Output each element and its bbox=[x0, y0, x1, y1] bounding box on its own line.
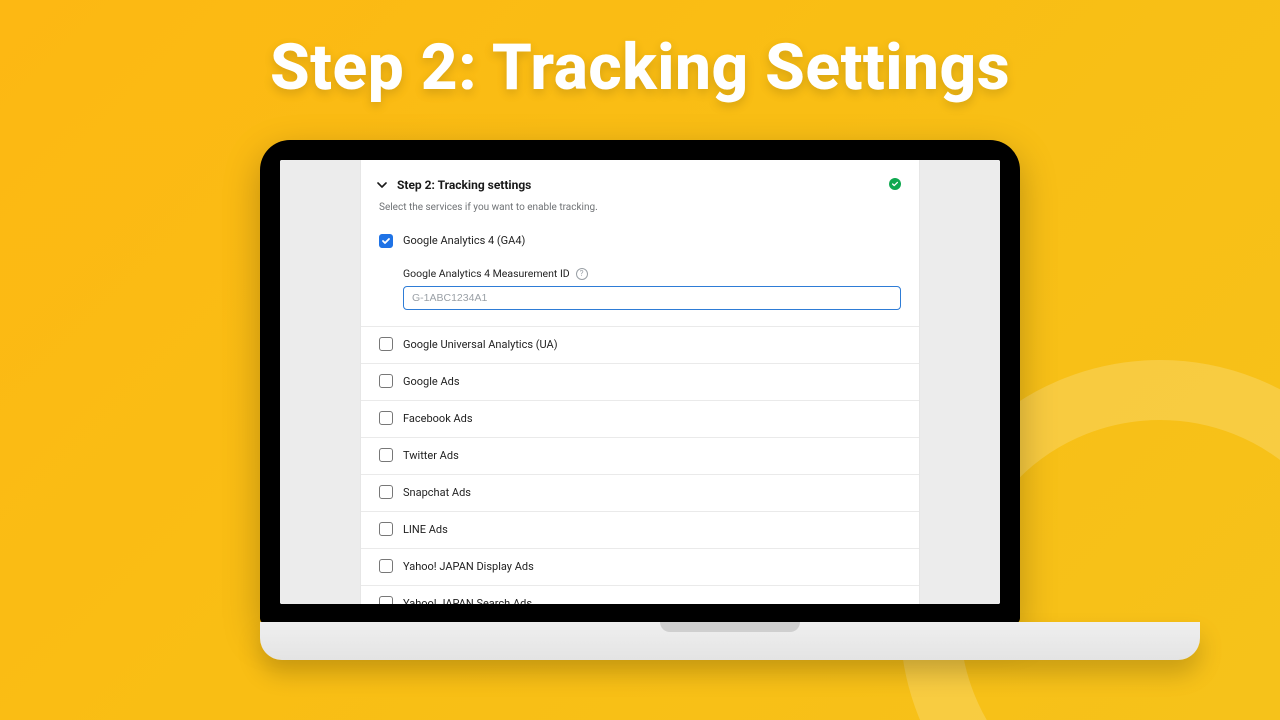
page-title: Step 2: Tracking Settings bbox=[270, 30, 1010, 105]
checkbox-snap[interactable] bbox=[379, 485, 393, 499]
help-icon[interactable]: ? bbox=[576, 268, 588, 280]
service-tw: Twitter Ads bbox=[361, 438, 919, 475]
service-label: Facebook Ads bbox=[403, 411, 473, 427]
service-label: Google Universal Analytics (UA) bbox=[403, 337, 558, 353]
right-rail bbox=[920, 160, 1000, 604]
checkbox-tw[interactable] bbox=[379, 448, 393, 462]
panel-header[interactable]: Step 2: Tracking settings bbox=[361, 178, 919, 192]
check-circle-icon bbox=[889, 178, 901, 190]
service-ua: Google Universal Analytics (UA) bbox=[361, 327, 919, 364]
service-ga4: Google Analytics 4 (GA4) Google Analytic… bbox=[361, 223, 919, 327]
laptop-lid: Step 2: Tracking settings Select the ser… bbox=[260, 140, 1020, 624]
laptop-notch bbox=[660, 622, 800, 632]
laptop-mockup: Step 2: Tracking settings Select the ser… bbox=[260, 140, 1020, 660]
service-label: Yahoo! JAPAN Search Ads bbox=[403, 596, 532, 604]
service-label: Google Analytics 4 (GA4) bbox=[403, 233, 525, 249]
service-line: LINE Ads bbox=[361, 512, 919, 549]
service-label: Google Ads bbox=[403, 374, 460, 390]
checkbox-gads[interactable] bbox=[379, 374, 393, 388]
service-yjd: Yahoo! JAPAN Display Ads bbox=[361, 549, 919, 586]
service-label: LINE Ads bbox=[403, 522, 448, 538]
panel-title: Step 2: Tracking settings bbox=[397, 178, 531, 192]
measurement-id-input[interactable] bbox=[403, 286, 901, 310]
service-fb: Facebook Ads bbox=[361, 401, 919, 438]
service-gads: Google Ads bbox=[361, 364, 919, 401]
laptop-screen: Step 2: Tracking settings Select the ser… bbox=[280, 160, 1000, 604]
checkbox-fb[interactable] bbox=[379, 411, 393, 425]
service-label: Twitter Ads bbox=[403, 448, 459, 464]
laptop-base bbox=[260, 622, 1200, 660]
checkbox-ga4[interactable] bbox=[379, 234, 393, 248]
tracking-settings-panel: Step 2: Tracking settings Select the ser… bbox=[360, 160, 920, 604]
checkbox-yjs[interactable] bbox=[379, 596, 393, 604]
infographic-stage: Step 2: Tracking Settings Step 2: Tracki… bbox=[0, 0, 1280, 720]
service-label: Yahoo! JAPAN Display Ads bbox=[403, 559, 534, 575]
services-list: Google Analytics 4 (GA4) Google Analytic… bbox=[361, 223, 919, 604]
service-snap: Snapchat Ads bbox=[361, 475, 919, 512]
measurement-id-label: Google Analytics 4 Measurement ID bbox=[403, 267, 570, 280]
service-label: Snapchat Ads bbox=[403, 485, 471, 501]
chevron-down-icon bbox=[375, 179, 389, 191]
checkbox-line[interactable] bbox=[379, 522, 393, 536]
panel-subtitle: Select the services if you want to enabl… bbox=[361, 192, 919, 213]
checkbox-yjd[interactable] bbox=[379, 559, 393, 573]
left-rail bbox=[280, 160, 360, 604]
service-yjs: Yahoo! JAPAN Search Ads bbox=[361, 586, 919, 604]
checkbox-ua[interactable] bbox=[379, 337, 393, 351]
